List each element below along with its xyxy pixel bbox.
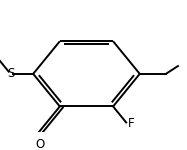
Text: F: F [128,117,135,130]
Text: S: S [7,67,15,80]
Text: O: O [35,138,44,150]
